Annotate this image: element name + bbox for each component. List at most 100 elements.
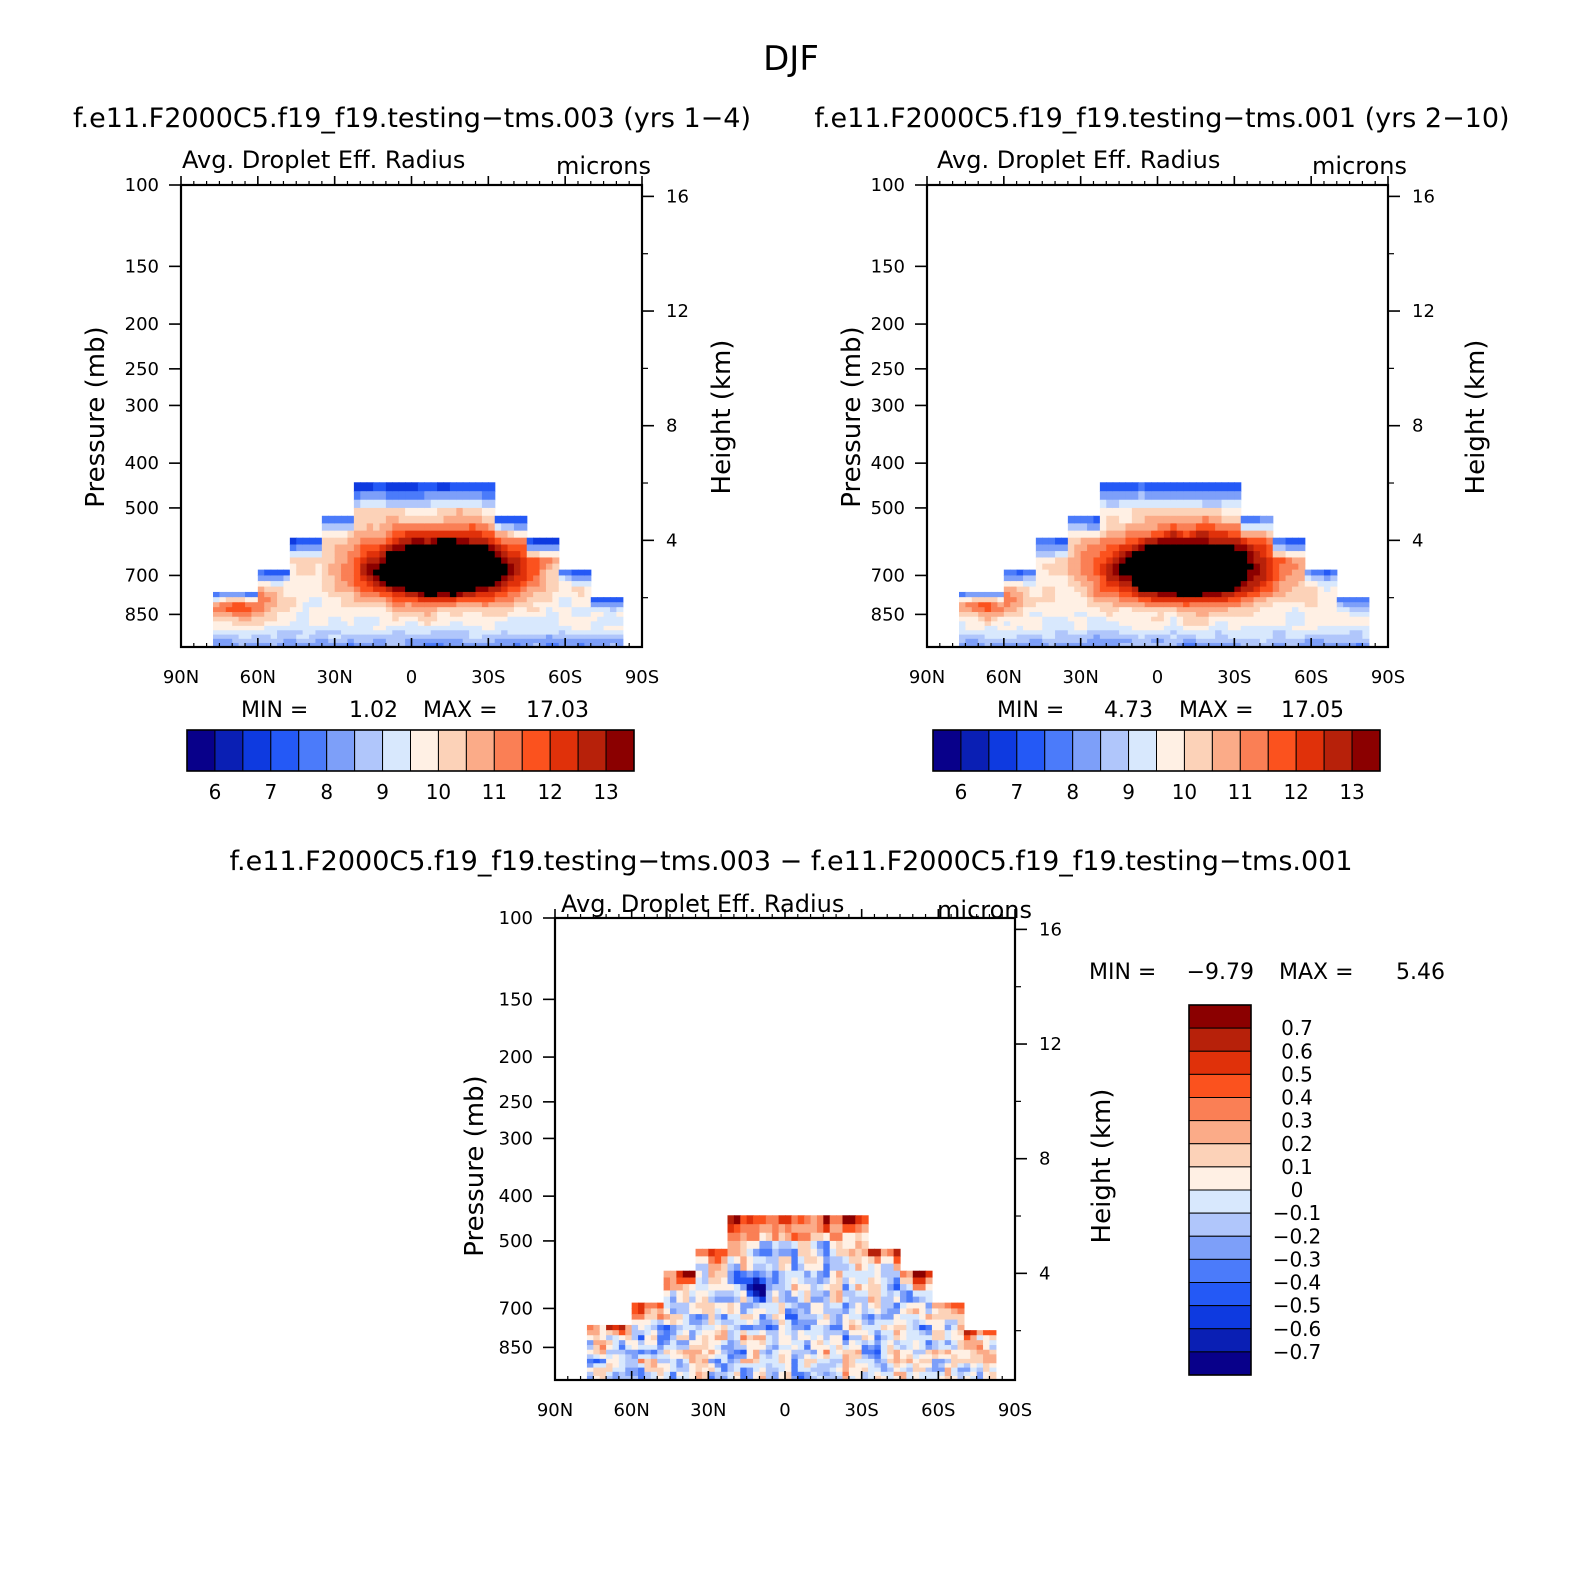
contour-cell (545, 537, 553, 546)
contour-cell (759, 1345, 767, 1351)
y-tick-label: 500 (499, 1231, 533, 1252)
contour-cell (1215, 597, 1223, 603)
contour-cell (791, 1371, 799, 1377)
contour-cell (1189, 551, 1197, 559)
contour-cell (597, 630, 605, 636)
contour-cell (616, 597, 624, 603)
contour-cell (1042, 642, 1050, 648)
contour-cell (785, 1284, 792, 1292)
contour-cell (984, 630, 992, 636)
contour-cell (778, 1345, 786, 1351)
contour-cell (609, 607, 617, 613)
contour-cell (1176, 642, 1184, 648)
contour-cell (1112, 612, 1120, 618)
contour-cell (1247, 602, 1255, 608)
contour-cell (919, 1270, 927, 1279)
contour-cell (759, 1290, 767, 1298)
contour-cell (978, 638, 986, 644)
contour-cell (552, 551, 560, 559)
panel-3-contour-field (586, 1215, 997, 1381)
contour-cell (424, 612, 432, 618)
contour-cell (855, 1335, 863, 1341)
contour-cell (1234, 642, 1242, 648)
colorbar-box (1072, 729, 1102, 772)
contour-cell (965, 625, 973, 631)
contour-cell (1023, 586, 1031, 593)
contour-cell (976, 1349, 984, 1355)
contour-cell (991, 591, 999, 598)
contour-cell (270, 612, 278, 618)
contour-cell (513, 575, 521, 582)
contour-cell (1119, 507, 1127, 517)
contour-cell (1074, 602, 1082, 608)
contour-cell (481, 507, 489, 517)
contour-cell (1151, 616, 1159, 622)
contour-cell (765, 1290, 773, 1298)
contour-cell (721, 1284, 729, 1292)
contour-cell (424, 523, 432, 532)
panel-2-contour-field (959, 482, 1370, 648)
contour-cell (584, 581, 592, 588)
contour-cell (334, 523, 342, 532)
contour-cell (328, 569, 336, 577)
contour-cell (424, 607, 432, 613)
contour-cell (721, 1335, 729, 1341)
contour-cell (976, 1354, 984, 1360)
contour-cell (321, 575, 329, 582)
y-tick-label: 700 (499, 1298, 533, 1319)
contour-cell (1215, 602, 1223, 608)
contour-cell (494, 634, 502, 640)
contour-cell (1183, 537, 1191, 546)
colorbar-box (1188, 1351, 1252, 1376)
contour-cell (1183, 515, 1191, 524)
contour-cell (1272, 602, 1280, 608)
contour-cell (1003, 569, 1011, 577)
contour-cell (1266, 586, 1274, 593)
contour-cell (1317, 607, 1325, 613)
contour-cell (488, 607, 496, 613)
contour-cell (1048, 581, 1056, 588)
contour-cell (1074, 638, 1082, 644)
contour-cell (1343, 638, 1351, 644)
contour-cell (283, 591, 291, 598)
contour-cell (938, 1345, 946, 1351)
contour-cell (283, 638, 291, 644)
contour-cell (385, 638, 393, 644)
contour-cell (1272, 634, 1280, 640)
contour-cell (430, 625, 438, 631)
contour-cell (1215, 499, 1223, 509)
contour-cell (616, 625, 624, 631)
contour-cell (963, 1330, 971, 1336)
contour-cell (302, 581, 310, 588)
contour-cell (1208, 621, 1216, 627)
contour-cell (1131, 575, 1139, 582)
contour-cell (708, 1248, 716, 1257)
contour-cell (695, 1263, 703, 1272)
contour-cell (670, 1371, 677, 1377)
contour-cell (1298, 551, 1306, 559)
contour-cell (513, 625, 521, 631)
contour-cell (631, 1330, 639, 1336)
contour-cell (437, 507, 445, 517)
contour-cell (740, 1314, 748, 1321)
contour-cell (1349, 625, 1357, 631)
contour-cell (695, 1270, 703, 1279)
contour-cell (965, 638, 973, 644)
contour-cell (1189, 523, 1197, 532)
contour-cell (577, 612, 585, 618)
contour-cell (1247, 551, 1255, 559)
contour-cell (785, 1302, 792, 1310)
contour-cell (880, 1375, 888, 1381)
contour-cell (778, 1277, 786, 1285)
contour-cell (552, 616, 560, 622)
contour-cell (296, 638, 304, 644)
contour-cell (816, 1314, 824, 1321)
contour-cell (931, 1314, 939, 1321)
contour-cell (494, 642, 502, 648)
contour-cell (1183, 591, 1191, 598)
contour-cell (682, 1270, 690, 1279)
contour-cell (1234, 634, 1242, 640)
contour-cell (309, 638, 317, 644)
contour-cell (481, 499, 489, 509)
contour-cell (1087, 581, 1095, 588)
